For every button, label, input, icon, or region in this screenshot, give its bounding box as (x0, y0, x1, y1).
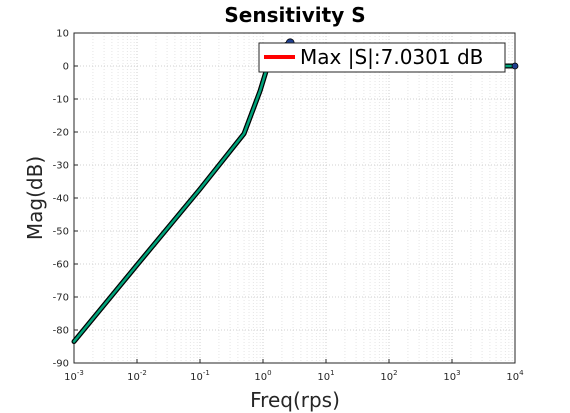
y-tick-label: 10 (56, 29, 69, 40)
y-tick-label: -50 (53, 227, 69, 238)
x-tick-label: 103 (443, 369, 460, 383)
y-tick-label: -60 (53, 260, 69, 271)
x-tick-label: 104 (506, 369, 524, 383)
grid-lines (74, 32, 515, 364)
y-tick-label: -80 (53, 326, 69, 337)
y-tick-label: -20 (53, 128, 69, 139)
x-tick-label: 100 (254, 369, 271, 383)
x-tick-label: 101 (317, 369, 334, 383)
x-tick-label: 10-2 (127, 369, 147, 383)
y-axis-ticks: 10 0 -10 -20 -30 -40 -50 -60 -70 -80 -90 (53, 29, 78, 370)
y-tick-label: 0 (63, 62, 69, 73)
x-tick-label: 10-3 (64, 369, 84, 383)
legend: Max |S|:7.0301 dB (258, 42, 506, 73)
y-axis-label: Mag(dB) (23, 156, 47, 240)
y-tick-label: -10 (53, 95, 69, 106)
legend-entry-label: Max |S|:7.0301 dB (300, 45, 483, 69)
legend-box (258, 42, 506, 73)
y-tick-label: -90 (53, 359, 69, 370)
x-axis-label: Freq(rps) (250, 388, 340, 412)
chart-title: Sensitivity S (224, 3, 365, 27)
end-marker (511, 62, 519, 70)
y-tick-label: -30 (53, 161, 69, 172)
sensitivity-curve (71, 38, 519, 345)
x-tick-label: 102 (380, 369, 397, 383)
y-tick-label: -70 (53, 293, 69, 304)
x-tick-label: 10-1 (190, 369, 210, 383)
y-tick-label: -40 (53, 194, 69, 205)
